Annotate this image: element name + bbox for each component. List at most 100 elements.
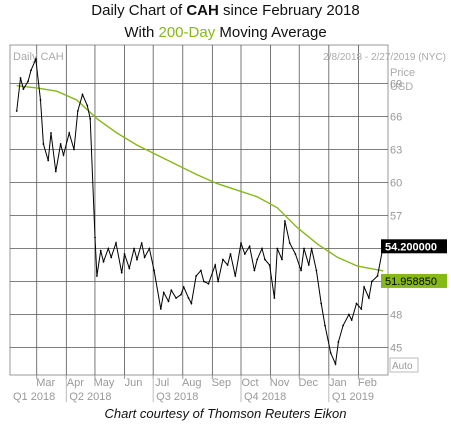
x-month-label: Sep xyxy=(212,377,232,389)
price-point xyxy=(276,247,279,250)
price-point xyxy=(342,324,344,327)
x-month-label: Nov xyxy=(270,377,290,389)
price-point xyxy=(153,269,156,272)
price-point xyxy=(62,154,65,156)
price-point xyxy=(256,258,259,261)
price-axis-label: Price xyxy=(390,67,415,79)
price-point xyxy=(102,260,105,263)
price-point xyxy=(273,297,276,299)
price-point xyxy=(175,297,178,299)
last-price-value: 54.200000 xyxy=(385,241,437,253)
price-point xyxy=(368,297,370,299)
y-tick-label: 63 xyxy=(390,145,402,157)
price-point xyxy=(243,253,246,255)
price-point xyxy=(324,324,326,327)
grid-lines xyxy=(10,45,388,375)
price-point xyxy=(86,104,89,107)
price-point xyxy=(207,282,210,285)
price-point xyxy=(337,341,340,343)
price-point xyxy=(59,143,62,145)
price-point xyxy=(27,80,29,83)
x-month-label: Jun xyxy=(125,377,143,389)
x-month-label: Aug xyxy=(182,377,202,389)
moving-average-value: 51.958850 xyxy=(385,276,437,288)
chart-title-line-2: With 200-Day Moving Average xyxy=(124,24,327,41)
price-point xyxy=(234,275,237,277)
x-quarter-label: Q2 2018 xyxy=(69,391,111,403)
auto-scale-button[interactable] xyxy=(389,357,419,373)
x-quarter-label: Q1 2018 xyxy=(13,391,55,403)
price-point xyxy=(214,264,217,266)
price-point xyxy=(261,247,263,250)
price-point xyxy=(182,286,185,288)
x-month-label: Jul xyxy=(155,377,169,389)
last-price-tag: 54.200000 xyxy=(381,239,447,254)
price-point xyxy=(167,300,170,303)
price-point xyxy=(128,267,131,270)
price-point xyxy=(202,280,205,283)
price-point xyxy=(96,275,98,277)
moving-average-tag: 51.958850 xyxy=(381,273,447,288)
price-point xyxy=(148,247,151,250)
price-point xyxy=(89,117,92,120)
price-point xyxy=(22,88,25,90)
price-line xyxy=(16,57,384,366)
x-month-label: Feb xyxy=(358,377,377,389)
moving-average-box xyxy=(381,273,447,288)
price-point xyxy=(162,291,165,294)
x-month-label: Mar xyxy=(36,377,55,389)
price-point xyxy=(180,293,182,296)
price-point xyxy=(115,242,117,244)
price-point xyxy=(307,264,310,266)
price-point xyxy=(320,302,323,305)
price-point xyxy=(264,258,266,261)
y-tick-label: 66 xyxy=(390,112,402,124)
y-tick-label: 60 xyxy=(390,178,402,190)
price-point xyxy=(99,249,102,252)
price-point xyxy=(360,308,363,310)
currency-axis-label: USD xyxy=(390,81,413,93)
price-point xyxy=(294,253,297,255)
price-point xyxy=(315,269,318,272)
price-point xyxy=(34,58,37,61)
x-month-label: Oct xyxy=(241,377,258,389)
y-axis-ticks: 454851545760636669 xyxy=(390,79,402,355)
price-point xyxy=(376,275,379,277)
y-tick-label: 69 xyxy=(390,79,402,91)
date-range-label: 2/8/2018 - 2/27/2019 (NYC) xyxy=(323,52,446,63)
price-point xyxy=(159,308,162,310)
price-point xyxy=(68,132,71,134)
chart-title-line-1: Daily Chart of CAH since February 2018 xyxy=(91,2,360,19)
price-point xyxy=(110,256,113,259)
price-point xyxy=(268,264,271,266)
plot-frame xyxy=(9,44,389,376)
price-point xyxy=(50,132,52,134)
price-point xyxy=(140,242,143,244)
price-point xyxy=(253,269,256,272)
price-point xyxy=(281,258,283,261)
price-point xyxy=(348,313,350,316)
x-month-label: May xyxy=(94,377,115,389)
price-point xyxy=(195,275,198,277)
last-price-box xyxy=(381,239,447,254)
price-point xyxy=(136,258,138,261)
price-point xyxy=(133,247,136,250)
x-axis-labels: Mar Apr May Jun Jul Aug Sep Oct Nov Dec Jan Feb Q1 2… xyxy=(13,375,377,403)
price-point xyxy=(123,253,126,255)
price-point xyxy=(229,253,232,255)
price-point xyxy=(310,247,313,250)
price-point xyxy=(30,69,32,72)
price-point xyxy=(81,93,84,96)
x-quarter-label: Q3 2018 xyxy=(156,391,198,403)
price-point xyxy=(248,245,251,248)
price-point xyxy=(73,148,75,151)
price-point xyxy=(240,242,242,244)
chart-credit: Chart courtesy of Thomson Reuters Eikon xyxy=(104,406,347,421)
price-point xyxy=(200,269,202,272)
price-point xyxy=(190,302,193,305)
price-point xyxy=(15,110,18,112)
price-point xyxy=(288,242,291,244)
price-point xyxy=(54,170,57,173)
y-tick-label: 57 xyxy=(390,211,402,223)
price-point xyxy=(47,159,50,162)
